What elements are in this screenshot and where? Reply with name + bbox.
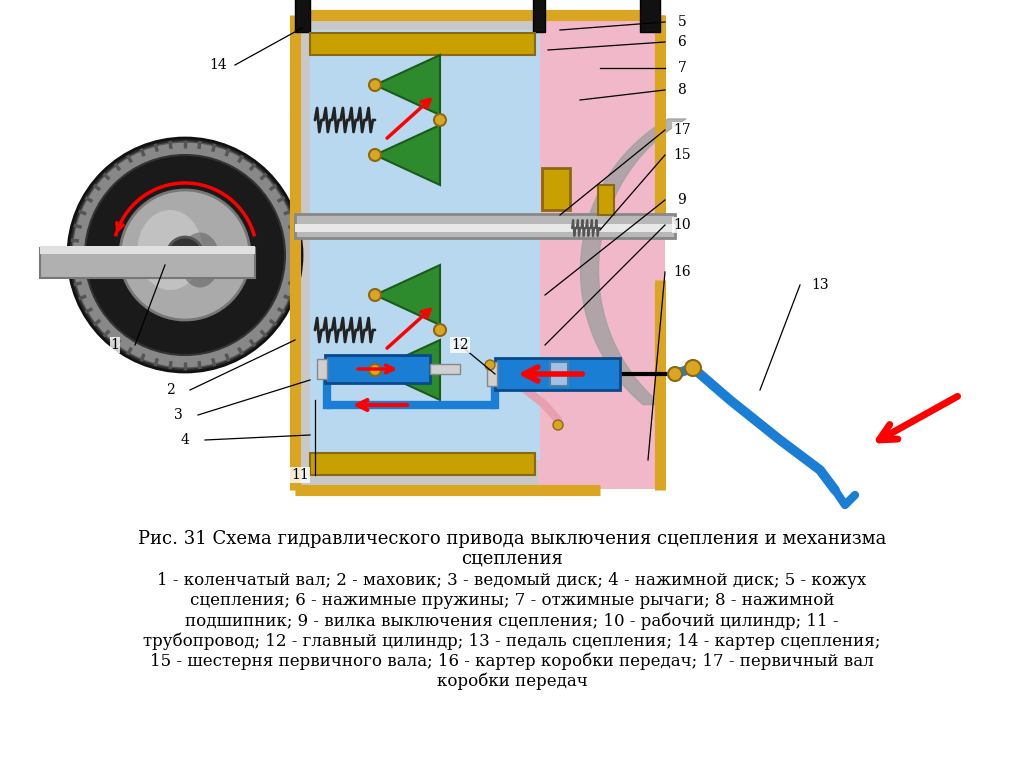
Text: трубопровод; 12 - главный цилиндр; 13 - педаль сцепления; 14 - картер сцепления;: трубопровод; 12 - главный цилиндр; 13 - …	[143, 632, 881, 650]
Circle shape	[369, 289, 381, 301]
Ellipse shape	[180, 233, 220, 287]
Circle shape	[167, 237, 203, 273]
Circle shape	[120, 190, 250, 320]
Text: подшипник; 9 - вилка выключения сцепления; 10 - рабочий цилиндр; 11 -: подшипник; 9 - вилка выключения сцеплени…	[185, 612, 839, 630]
Text: 14: 14	[209, 58, 227, 72]
Circle shape	[369, 79, 381, 91]
Circle shape	[434, 114, 446, 126]
Text: 13: 13	[811, 278, 828, 292]
Text: 15: 15	[673, 148, 691, 162]
Text: 17: 17	[673, 123, 691, 137]
Text: 7: 7	[678, 61, 686, 75]
Bar	[310, 453, 535, 475]
Text: 15 - шестерня первичного вала; 16 - картер коробки передач; 17 - первичный вал: 15 - шестерня первичного вала; 16 - карт…	[151, 652, 873, 670]
Circle shape	[369, 364, 381, 376]
Text: сцепления: сцепления	[461, 550, 563, 568]
Text: 12: 12	[452, 338, 469, 352]
Circle shape	[434, 324, 446, 336]
Bar	[495, 358, 620, 390]
Polygon shape	[375, 265, 440, 325]
Bar	[40, 246, 255, 254]
Polygon shape	[375, 125, 440, 185]
Circle shape	[553, 420, 563, 430]
Bar	[598, 185, 614, 215]
Polygon shape	[375, 55, 440, 115]
Circle shape	[369, 149, 381, 161]
Bar	[534, 0, 545, 32]
Text: 1 - коленчатый вал; 2 - маховик; 3 - ведомый диск; 4 - нажимной диск; 5 - кожух: 1 - коленчатый вал; 2 - маховик; 3 - вед…	[158, 572, 866, 589]
Bar	[295, 0, 310, 32]
Text: 10: 10	[673, 218, 691, 232]
Text: Рис. 31 Схема гидравлического привода выключения сцепления и механизма: Рис. 31 Схема гидравлического привода вы…	[138, 530, 886, 548]
Text: 3: 3	[174, 408, 182, 422]
Circle shape	[485, 360, 495, 370]
Bar	[640, 0, 660, 32]
Bar	[40, 248, 255, 278]
Text: 9: 9	[678, 193, 686, 207]
Text: 2: 2	[166, 383, 174, 397]
Bar	[542, 168, 570, 210]
Bar	[295, 224, 675, 232]
Circle shape	[668, 367, 682, 381]
Bar	[550, 362, 568, 386]
Bar	[538, 15, 665, 232]
Text: 5: 5	[678, 15, 686, 29]
Bar	[310, 240, 540, 460]
Bar	[325, 355, 430, 383]
FancyBboxPatch shape	[296, 15, 660, 489]
Circle shape	[72, 142, 298, 368]
Text: 11: 11	[291, 468, 309, 482]
Text: 1: 1	[111, 338, 120, 352]
Text: коробки передач: коробки передач	[436, 672, 588, 690]
Text: сцепления; 6 - нажимные пружины; 7 - отжимные рычаги; 8 - нажимной: сцепления; 6 - нажимные пружины; 7 - отж…	[189, 592, 835, 609]
Ellipse shape	[137, 210, 203, 290]
Bar	[310, 30, 540, 230]
Bar	[487, 362, 497, 386]
Text: 4: 4	[180, 433, 189, 447]
Circle shape	[685, 360, 701, 376]
Bar	[430, 364, 460, 374]
Text: 6: 6	[678, 35, 686, 49]
Bar	[310, 33, 535, 55]
Text: 8: 8	[678, 83, 686, 97]
Bar	[295, 214, 675, 238]
Circle shape	[68, 138, 302, 372]
Bar	[317, 359, 327, 379]
Circle shape	[85, 155, 285, 355]
Bar	[538, 232, 665, 489]
Text: 16: 16	[673, 265, 691, 279]
Polygon shape	[375, 340, 440, 400]
